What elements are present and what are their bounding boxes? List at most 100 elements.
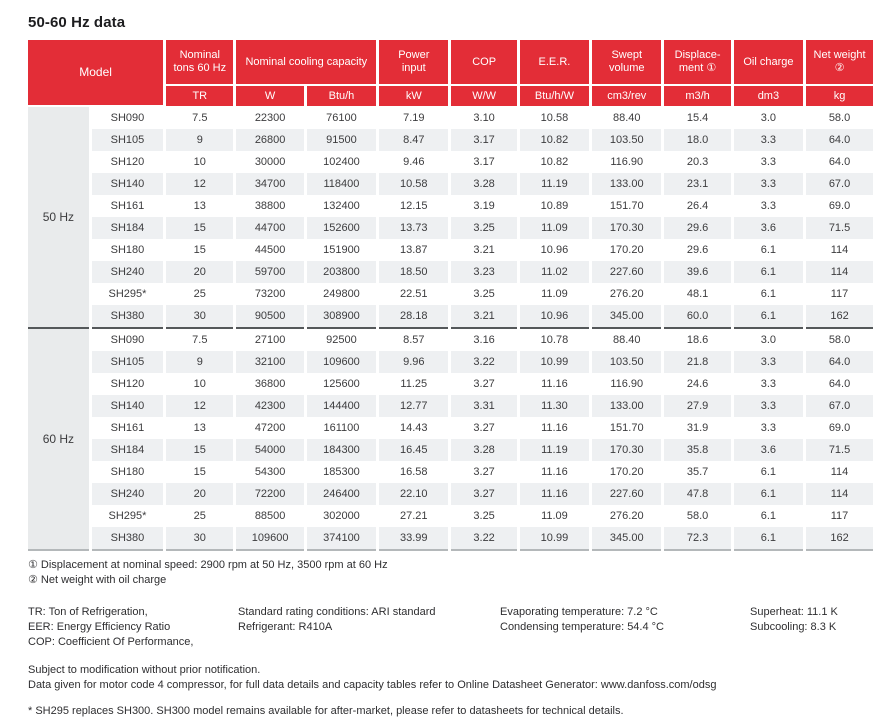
data-cell: 151.70 — [590, 417, 665, 439]
page-title: 50-60 Hz data — [28, 14, 126, 31]
data-cell: 276.20 — [590, 283, 665, 305]
table-row: SH180 15 54300 185300 16.58 3.27 11.16 170.20 35… — [28, 461, 873, 483]
data-cell: 12 — [164, 173, 237, 195]
frequency-cell: 50 Hz — [28, 106, 92, 328]
data-cell: 58.0 — [804, 106, 873, 129]
legend-line: TR: Ton of Refrigeration, — [28, 606, 148, 618]
data-cell: 73200 — [234, 283, 307, 305]
data-cell: 20 — [164, 261, 237, 283]
data-cell: 18.50 — [377, 261, 452, 283]
data-cell: 161100 — [305, 417, 380, 439]
header-unit: dm3 — [732, 85, 807, 106]
data-cell: 3.17 — [449, 151, 520, 173]
legend-line: COP: Coefficient Of Performance, — [28, 636, 194, 648]
data-cell: 102400 — [305, 151, 380, 173]
data-cell: 103.50 — [590, 129, 665, 151]
data-cell: 16.58 — [377, 461, 452, 483]
data-cell: 11.19 — [518, 173, 593, 195]
data-cell: 302000 — [305, 505, 380, 527]
data-cell: 11.16 — [518, 483, 593, 505]
legend-line: Subcooling: 8.3 K — [750, 621, 837, 633]
data-cell: 3.25 — [449, 217, 520, 239]
table-row: SH120 10 30000 102400 9.46 3.17 10.82 116.90 20.… — [28, 151, 873, 173]
data-cell: 11.02 — [518, 261, 593, 283]
header-group: Swept volume — [590, 40, 665, 86]
data-cell: 162 — [804, 527, 873, 550]
data-cell: 15 — [164, 439, 237, 461]
table-row: SH240 20 72200 246400 22.10 3.27 11.16 227.60 47… — [28, 483, 873, 505]
data-cell: 132400 — [305, 195, 380, 217]
data-cell: 3.3 — [732, 151, 807, 173]
table-row: SH120 10 36800 125600 11.25 3.27 11.16 116.90 24… — [28, 373, 873, 395]
header-unit: Btu/h/W — [518, 85, 593, 106]
data-cell: 151900 — [305, 239, 380, 261]
model-cell: SH180 — [90, 461, 167, 483]
legend-line: Standard rating conditions: ARI standard — [238, 606, 436, 618]
data-cell: 227.60 — [590, 261, 665, 283]
data-cell: 170.30 — [590, 439, 665, 461]
table-row: 60 Hz SH090 7.5 27100 92500 8.57 3.16 10.78 88.4… — [28, 328, 873, 550]
data-cell: 9 — [164, 351, 237, 373]
data-cell: 92500 — [305, 328, 380, 351]
table-row: SH380 30 90500 308900 28.18 3.21 10.96 345.00 60… — [28, 305, 873, 328]
data-cell: 91500 — [305, 129, 380, 151]
data-cell: 9.46 — [377, 151, 452, 173]
table-row: SH105 9 32100 109600 9.96 3.22 10.99 103.50 21.8… — [28, 351, 873, 373]
data-cell: 25 — [164, 283, 237, 305]
data-cell: 27100 — [234, 328, 307, 351]
data-cell: 10.82 — [518, 129, 593, 151]
data-cell: 6.1 — [732, 461, 807, 483]
data-cell: 11.25 — [377, 373, 452, 395]
data-cell: 11.09 — [518, 505, 593, 527]
data-cell: 117 — [804, 283, 873, 305]
data-cell: 3.0 — [732, 106, 807, 129]
data-cell: 3.27 — [449, 417, 520, 439]
data-cell: 18.0 — [662, 129, 734, 151]
data-cell: 64.0 — [804, 351, 873, 373]
footnote-displacement: ① Displacement at nominal speed: 2900 rp… — [28, 559, 388, 571]
data-cell: 133.00 — [590, 395, 665, 417]
data-cell: 35.8 — [662, 439, 734, 461]
data-cell: 3.3 — [732, 129, 807, 151]
data-cell: 10.58 — [518, 106, 593, 129]
data-cell: 58.0 — [662, 505, 734, 527]
data-cell: 44700 — [234, 217, 307, 239]
data-cell: 38800 — [234, 195, 307, 217]
data-cell: 10 — [164, 373, 237, 395]
data-cell: 54000 — [234, 439, 307, 461]
data-cell: 60.0 — [662, 305, 734, 328]
data-cell: 58.0 — [804, 328, 873, 351]
data-cell: 18.6 — [662, 328, 734, 351]
header-unit: m3/h — [662, 85, 734, 106]
note-modification: Subject to modification without prior no… — [28, 664, 261, 676]
legend-line: EER: Energy Efficiency Ratio — [28, 621, 171, 633]
data-cell: 6.1 — [732, 283, 807, 305]
data-cell: 3.22 — [449, 351, 520, 373]
data-cell: 26.4 — [662, 195, 734, 217]
data-cell: 42300 — [234, 395, 307, 417]
data-cell: 25 — [164, 505, 237, 527]
data-cell: 27.9 — [662, 395, 734, 417]
data-cell: 246400 — [305, 483, 380, 505]
data-cell: 6.1 — [732, 261, 807, 283]
data-cell: 3.28 — [449, 173, 520, 195]
data-cell: 47200 — [234, 417, 307, 439]
data-cell: 22.10 — [377, 483, 452, 505]
data-cell: 151.70 — [590, 195, 665, 217]
data-cell: 3.27 — [449, 373, 520, 395]
data-cell: 6.1 — [732, 483, 807, 505]
data-cell: 11.16 — [518, 373, 593, 395]
data-cell: 90500 — [234, 305, 307, 328]
model-cell: SH184 — [90, 439, 167, 461]
data-cell: 11.30 — [518, 395, 593, 417]
data-cell: 54300 — [234, 461, 307, 483]
data-cell: 44500 — [234, 239, 307, 261]
data-cell: 345.00 — [590, 305, 665, 328]
data-cell: 69.0 — [804, 195, 873, 217]
data-cell: 114 — [804, 239, 873, 261]
legend-line: Superheat: 11.1 K — [750, 606, 838, 618]
data-cell: 11.19 — [518, 439, 593, 461]
data-cell: 3.6 — [732, 217, 807, 239]
data-cell: 11.09 — [518, 283, 593, 305]
data-cell: 10.99 — [518, 351, 593, 373]
